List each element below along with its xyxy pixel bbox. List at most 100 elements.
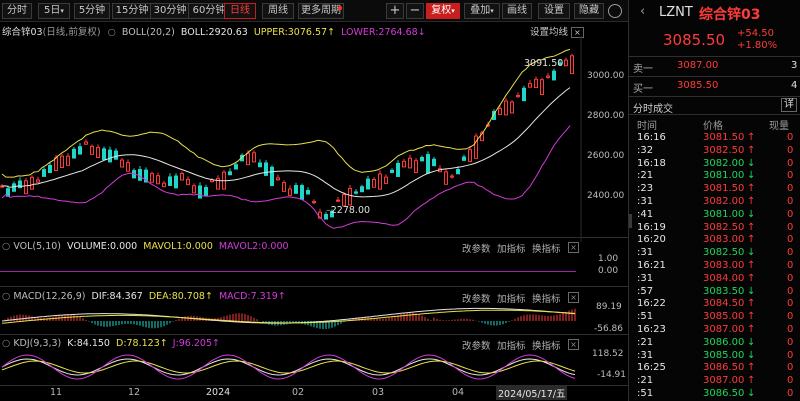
swap-indicator-button[interactable]: 换指标 (532, 244, 561, 255)
arrow-up-icon: ↑ (747, 221, 756, 233)
trade-volume: 0 (787, 196, 794, 207)
circle-icon[interactable]: ○ (2, 241, 11, 252)
candle-body (390, 169, 394, 173)
candle-body (348, 188, 352, 206)
candle-body (96, 147, 100, 159)
chart-header: 综合锌03(日线,前复权) ○ BOLL(20,2) BOLL:2920.63 … (2, 24, 426, 38)
trade-time: 16:16 (637, 132, 666, 143)
period-tab-5min[interactable]: 5分钟 (74, 3, 110, 19)
candle-body (450, 175, 454, 178)
zoom-out-button[interactable]: − (406, 3, 424, 19)
candle-body (270, 166, 274, 187)
hide-button[interactable]: 隐藏 (574, 3, 604, 19)
trade-row: 16:23 3087.00 ↑ 0 (629, 324, 800, 337)
close-icon[interactable]: × (568, 339, 579, 350)
swap-indicator-button[interactable]: 换指标 (532, 294, 561, 305)
divider (629, 96, 800, 97)
change-params-button[interactable]: 改参数 (462, 294, 491, 305)
period-tab-weekly[interactable]: 周线 (262, 3, 294, 19)
add-indicator-button[interactable]: 加指标 (497, 244, 526, 255)
settings-button[interactable]: 设置 (538, 3, 570, 19)
candle-body (126, 162, 130, 172)
candle-body (468, 149, 472, 162)
trade-row: 16:16 3081.50 ↑ 0 (629, 132, 800, 145)
arrow-up-icon: ↑ (747, 260, 756, 271)
candle-body (462, 156, 466, 161)
macd-histogram (4, 308, 576, 330)
trade-row: :51 3085.00 ↑ 0 (629, 311, 800, 324)
candle-body (444, 171, 448, 185)
trade-row: 16:18 3082.00 ↓ 0 (629, 158, 800, 171)
circle-icon[interactable]: ○ (2, 291, 11, 302)
add-indicator-button[interactable]: 加指标 (497, 341, 526, 352)
ma-settings-link[interactable]: 设置均线 × (530, 24, 584, 38)
period-tab-5day[interactable]: 5日▾ (38, 3, 70, 19)
candle-body (264, 162, 268, 176)
candle-body (324, 213, 328, 220)
trade-price: 3083.50 (703, 285, 745, 297)
boll-upper-line (1, 48, 571, 178)
adjust-button[interactable]: 复权▾ (426, 3, 460, 19)
draw-line-button[interactable]: 画线 (502, 3, 532, 19)
candle-body (420, 156, 424, 162)
candle-body (162, 182, 166, 188)
candle-body (378, 173, 382, 190)
back-icon[interactable]: ‹ (640, 4, 646, 19)
boll-lower-value: LOWER:2764.68 (341, 27, 418, 38)
trade-row: :23 3081.50 ↑ 0 (629, 183, 800, 196)
candle-body (552, 70, 556, 81)
overlay-button[interactable]: 叠加▾ (464, 3, 500, 19)
quote-panel: ‹ LZNT 综合锌03 3085.50 +54.50 +1.80% 卖一 30… (628, 0, 800, 401)
ticks-title: 分时成交 (633, 104, 673, 115)
arrow-down-icon: ↓ (747, 170, 756, 182)
kdj-tick: -14.91 (597, 370, 627, 380)
candle-body (156, 175, 160, 185)
trade-price: 3082.50 (703, 247, 745, 259)
macd-chart[interactable] (0, 304, 580, 338)
circle-icon[interactable]: ○ (107, 27, 116, 38)
kdj-chart[interactable] (0, 352, 580, 382)
x-tick: 2024 (206, 387, 231, 398)
candle-body (24, 180, 28, 195)
period-tab-30min[interactable]: 30分钟 (150, 3, 190, 19)
candle-body (12, 183, 16, 192)
vol-tick: 0.00 (598, 266, 619, 276)
change-params-button[interactable]: 改参数 (462, 341, 491, 352)
period-tab-15min[interactable]: 15分钟 (112, 3, 152, 19)
close-icon[interactable]: × (568, 292, 579, 303)
arrow-down-icon: ↓ (747, 247, 756, 259)
boll-upper-value: UPPER:3076.57 (253, 27, 328, 38)
add-indicator-button[interactable]: 加指标 (497, 294, 526, 305)
trade-time: 16:23 (637, 324, 666, 335)
candle-body (546, 75, 550, 78)
trade-time: 16:18 (637, 157, 666, 169)
more-periods-button[interactable]: 更多周期 (298, 3, 344, 19)
close-icon[interactable]: × (568, 242, 579, 253)
trade-volume: 0 (787, 388, 794, 399)
circle-icon[interactable]: ○ (2, 338, 11, 349)
period-tab-intraday[interactable]: 分时 (2, 3, 32, 19)
change-params-button[interactable]: 改参数 (462, 244, 491, 255)
macd-dea-value: DEA:80.708 (148, 291, 205, 302)
candle-body (426, 154, 430, 174)
arrow-up-icon: ↑ (747, 298, 756, 310)
detail-button[interactable]: 详 (781, 98, 797, 112)
zoom-in-button[interactable]: + (386, 3, 404, 19)
trade-time: :23 (637, 183, 654, 195)
candle-body (474, 135, 478, 159)
trade-time: :21 (637, 336, 654, 348)
trade-volume: 0 (787, 311, 794, 323)
vol-value: VOLUME:0.000 (67, 241, 138, 252)
candle-body (336, 199, 340, 202)
collapse-handle[interactable] (629, 214, 632, 228)
period-tab-daily[interactable]: 日线 (224, 3, 256, 19)
close-icon[interactable]: × (571, 27, 584, 38)
display-toggle-icon[interactable] (608, 4, 622, 18)
swap-indicator-button[interactable]: 换指标 (532, 341, 561, 352)
trade-row: 16:19 3082.50 ↑ 0 (629, 222, 800, 235)
trade-time: :21 (637, 170, 654, 182)
divider (0, 286, 628, 287)
candlestick-chart[interactable] (0, 36, 628, 242)
candle-body (138, 169, 142, 181)
ask-price: 3087.00 (677, 60, 719, 71)
